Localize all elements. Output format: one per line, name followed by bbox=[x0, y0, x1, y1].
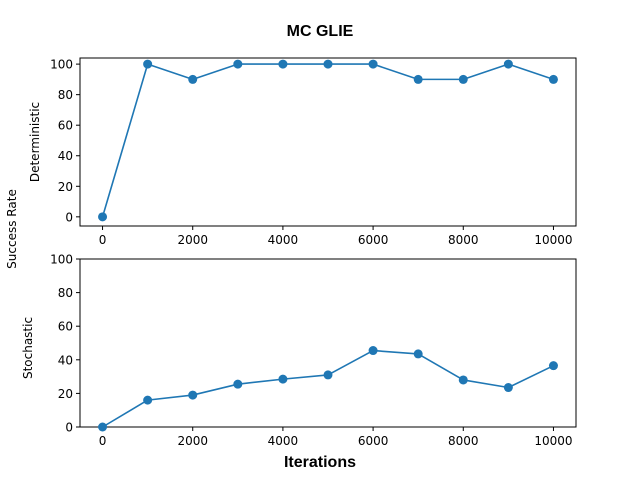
deterministic-data-point bbox=[323, 59, 333, 69]
shared-y-axis-label: Success Rate bbox=[5, 189, 19, 269]
stochastic-data-point bbox=[98, 422, 108, 432]
deterministic-x-tick-label: 4000 bbox=[268, 233, 299, 247]
stochastic-data-point bbox=[368, 346, 378, 356]
deterministic-panel: Deterministic 0 2000 4000 6000 8000 10000 0 20 4… bbox=[28, 57, 577, 247]
deterministic-x-tick-label: 0 bbox=[99, 233, 107, 247]
stochastic-data-point bbox=[413, 349, 423, 359]
stochastic-y-tick-label: 60 bbox=[58, 320, 73, 334]
stochastic-data-point bbox=[188, 390, 198, 400]
deterministic-series-line bbox=[101, 63, 554, 218]
deterministic-data-point bbox=[503, 59, 513, 69]
stochastic-y-tick-label: 100 bbox=[50, 253, 73, 267]
stochastic-x-tick-label: 8000 bbox=[448, 434, 479, 448]
deterministic-data-point bbox=[143, 59, 153, 69]
stochastic-y-tick-label: 20 bbox=[58, 387, 73, 401]
deterministic-data-point bbox=[548, 74, 558, 84]
stochastic-data-point bbox=[278, 374, 288, 384]
stochastic-data-point bbox=[503, 383, 513, 393]
stochastic-data-point bbox=[233, 379, 243, 389]
stochastic-y-axis-label: Stochastic bbox=[21, 317, 35, 379]
deterministic-y-tick-label: 0 bbox=[65, 210, 73, 224]
stochastic-x-tick-label: 2000 bbox=[177, 434, 208, 448]
deterministic-data-point bbox=[278, 59, 288, 69]
deterministic-data-point bbox=[458, 74, 468, 84]
deterministic-x-tick-label: 6000 bbox=[358, 233, 389, 247]
deterministic-data-point bbox=[188, 74, 198, 84]
deterministic-x-tick-label: 10000 bbox=[534, 233, 572, 247]
stochastic-y-tick-label: 0 bbox=[65, 421, 73, 435]
stochastic-panel: Stochastic 0 2000 4000 6000 8000 10000 0 20 40 60… bbox=[21, 253, 577, 448]
deterministic-data-point bbox=[233, 59, 243, 69]
deterministic-axes-frame bbox=[79, 57, 577, 227]
deterministic-data-point bbox=[98, 212, 108, 222]
deterministic-y-tick-label: 100 bbox=[50, 58, 73, 72]
stochastic-y-tick-label: 40 bbox=[58, 353, 73, 367]
stochastic-y-tick-label: 80 bbox=[58, 286, 73, 300]
stochastic-data-point bbox=[458, 375, 468, 385]
deterministic-x-tick-label: 2000 bbox=[177, 233, 208, 247]
deterministic-y-tick-label: 80 bbox=[58, 88, 73, 102]
deterministic-y-axis-label: Deterministic bbox=[28, 102, 42, 182]
stochastic-axes-frame bbox=[79, 258, 577, 428]
stochastic-data-point bbox=[143, 395, 153, 405]
stochastic-x-tick-label: 6000 bbox=[358, 434, 389, 448]
stochastic-x-tick-label: 0 bbox=[99, 434, 107, 448]
deterministic-data-point bbox=[413, 74, 423, 84]
deterministic-x-tick-label: 8000 bbox=[448, 233, 479, 247]
stochastic-x-tick-label: 4000 bbox=[268, 434, 299, 448]
stochastic-series-line bbox=[102, 349, 554, 428]
deterministic-y-tick-label: 40 bbox=[58, 149, 73, 163]
x-axis-label: Iterations bbox=[284, 454, 356, 471]
deterministic-y-tick-label: 60 bbox=[58, 119, 73, 133]
figure-title: MC GLIE bbox=[287, 23, 354, 40]
deterministic-data-point bbox=[368, 59, 378, 69]
deterministic-y-tick-label: 20 bbox=[58, 180, 73, 194]
stochastic-x-tick-label: 10000 bbox=[534, 434, 572, 448]
stochastic-data-point bbox=[548, 361, 558, 371]
stochastic-data-point bbox=[323, 370, 333, 380]
